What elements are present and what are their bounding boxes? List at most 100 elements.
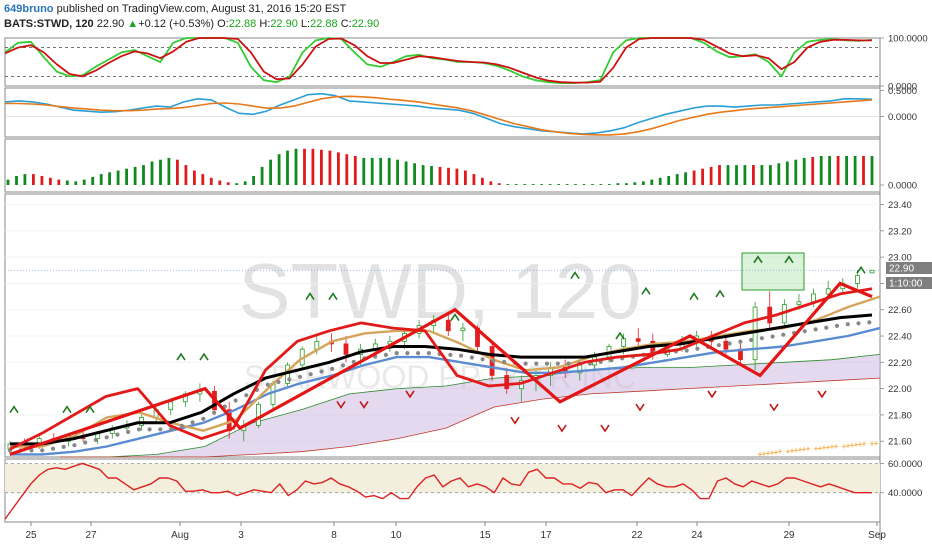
y-tick-label: 23.40 bbox=[888, 200, 912, 211]
last-price-tag-bg bbox=[886, 262, 932, 274]
down-signal-marker bbox=[635, 403, 645, 412]
histogram-bar bbox=[811, 157, 815, 185]
histogram-bar bbox=[353, 156, 357, 185]
cross-marker: + bbox=[793, 446, 798, 456]
psar-dot bbox=[308, 372, 313, 377]
psar-dot bbox=[749, 337, 754, 343]
published-text: published on TradingView.com, August 31,… bbox=[56, 3, 347, 15]
symbol-label[interactable]: BATS:STWD, 120 bbox=[4, 18, 94, 30]
cross-marker: + bbox=[805, 444, 810, 454]
psar-dot bbox=[555, 361, 560, 366]
countdown-tag-bg bbox=[886, 277, 932, 289]
psar-dot bbox=[480, 357, 485, 362]
cross-marker: + bbox=[857, 439, 862, 449]
histogram-bar bbox=[184, 165, 188, 185]
psar-dot bbox=[104, 435, 109, 440]
histogram-bar bbox=[862, 156, 865, 185]
cross-marker: + bbox=[829, 442, 834, 452]
histogram-bar bbox=[387, 157, 391, 185]
psar-dot bbox=[319, 369, 324, 374]
low-value: 22.88 bbox=[310, 18, 338, 30]
psar-dot bbox=[523, 361, 528, 366]
zigzag-line bbox=[9, 281, 873, 456]
histogram-bar bbox=[548, 184, 552, 185]
histogram-bar bbox=[582, 184, 586, 185]
down-signal-marker bbox=[405, 390, 415, 399]
histogram-bar bbox=[836, 156, 840, 185]
x-tick-label: 3 bbox=[238, 530, 244, 541]
cross-marker: + bbox=[777, 447, 782, 457]
x-tick-label: 17 bbox=[540, 530, 552, 541]
histogram-bar bbox=[684, 172, 687, 185]
y-tick-label: 21.60 bbox=[888, 437, 912, 448]
psar-dot bbox=[61, 444, 66, 449]
up-signal-marker bbox=[689, 292, 699, 301]
author-link[interactable]: 649bruno bbox=[4, 3, 54, 15]
cross-marker: + bbox=[797, 445, 802, 455]
cross-marker: + bbox=[785, 447, 790, 457]
y-tick-label: 0.0000 bbox=[888, 181, 917, 192]
histogram-bar bbox=[574, 184, 577, 185]
psar-dot bbox=[201, 416, 206, 421]
psar-dot bbox=[695, 346, 700, 351]
histogram-bar bbox=[735, 165, 738, 185]
histogram-bar bbox=[777, 163, 781, 185]
up-signal-marker bbox=[9, 405, 19, 414]
psar-dot bbox=[534, 361, 539, 366]
y-tick-label: 0.0000 bbox=[888, 112, 917, 123]
cross-marker: + bbox=[761, 449, 766, 459]
histogram-bar bbox=[49, 177, 52, 185]
psar-dot bbox=[759, 336, 765, 341]
psar-dot bbox=[781, 332, 786, 337]
histogram-bar bbox=[74, 181, 78, 185]
psar-dot bbox=[40, 448, 45, 453]
y-tick-label: 0.0000 bbox=[888, 82, 917, 93]
histogram-bar bbox=[328, 150, 332, 185]
psar-dot bbox=[233, 398, 238, 403]
histogram-bar bbox=[413, 163, 416, 185]
histogram-bar bbox=[362, 157, 366, 185]
down-signal-marker bbox=[817, 390, 827, 399]
histogram-bar bbox=[870, 156, 874, 185]
psar-dot bbox=[405, 351, 410, 356]
cross-marker: + bbox=[873, 438, 878, 448]
psar-dot bbox=[802, 329, 807, 334]
price-lines bbox=[5, 269, 881, 456]
y-tick-label: 23.20 bbox=[888, 226, 912, 237]
candle-body bbox=[445, 319, 451, 332]
histogram-bar bbox=[650, 179, 654, 185]
histogram-bar bbox=[133, 166, 137, 185]
down-signal-marker bbox=[557, 424, 567, 433]
macd-line bbox=[4, 92, 873, 135]
price-tags: 22.90 1:10:00 bbox=[886, 262, 932, 290]
y-tick-label: 60.0000 bbox=[888, 459, 922, 470]
price-indicators: ++++++ ++++++ ++++++ ++++++ ++ bbox=[5, 204, 881, 459]
psar-dot bbox=[136, 427, 141, 432]
psar-dot bbox=[394, 351, 399, 356]
cross-marker: + bbox=[789, 446, 794, 456]
histogram-bar bbox=[218, 180, 222, 185]
histogram-bar bbox=[430, 166, 433, 185]
candle-body bbox=[255, 403, 261, 426]
cross-marker: + bbox=[841, 442, 846, 452]
histogram-bar bbox=[6, 179, 10, 185]
y-tick-label: 100.0000 bbox=[888, 34, 928, 45]
candle-body bbox=[869, 269, 875, 274]
candle-body bbox=[168, 401, 174, 411]
last-price: 22.90 bbox=[96, 18, 125, 30]
x-tick-label: 29 bbox=[783, 530, 795, 541]
psar-dot bbox=[684, 348, 689, 353]
psar-dot bbox=[727, 341, 732, 346]
histogram-bar bbox=[159, 159, 162, 185]
histogram-bar bbox=[226, 182, 230, 185]
oscillators bbox=[4, 37, 880, 520]
x-tick-label: 8 bbox=[331, 530, 337, 541]
histogram-bar bbox=[243, 181, 247, 185]
down-signal-marker bbox=[336, 400, 346, 409]
x-tick-label: Sep bbox=[868, 530, 886, 541]
down-signal-marker bbox=[769, 403, 779, 412]
histogram-bar bbox=[743, 165, 747, 185]
histogram-bar bbox=[531, 184, 535, 185]
up-signal-marker bbox=[641, 286, 651, 295]
